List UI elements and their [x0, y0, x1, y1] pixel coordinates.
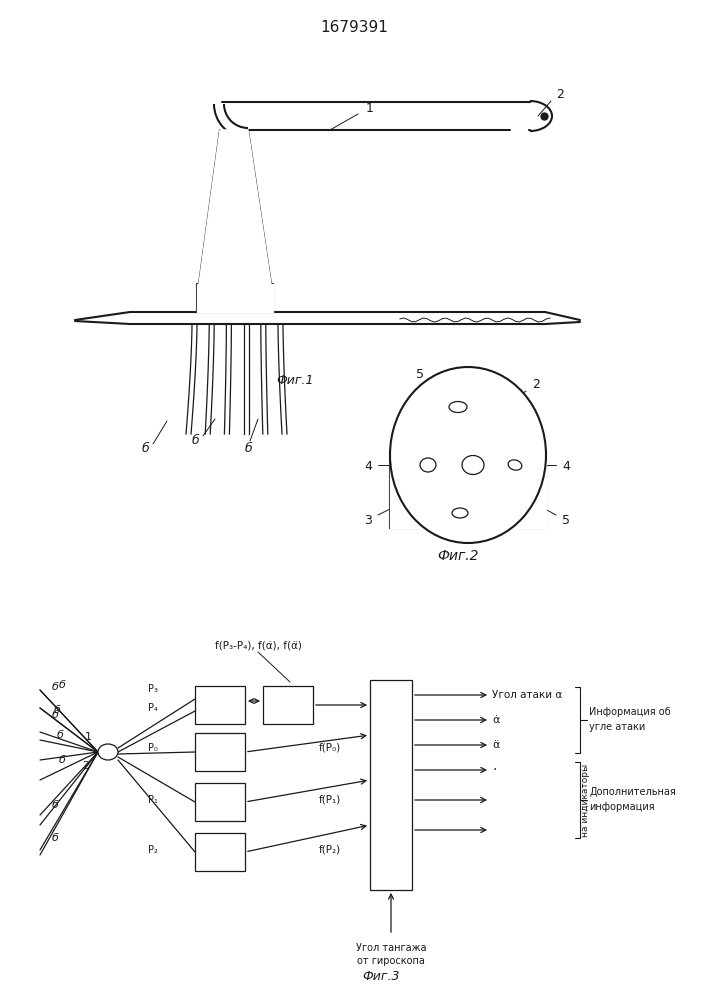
Polygon shape: [199, 130, 271, 284]
Text: P₁: P₁: [424, 461, 434, 471]
Ellipse shape: [420, 458, 436, 472]
Text: 7: 7: [216, 698, 224, 712]
Text: угле атаки: угле атаки: [589, 722, 645, 732]
Text: информация: информация: [589, 802, 655, 812]
Text: 2: 2: [532, 378, 540, 391]
Text: f(P₁): f(P₁): [319, 795, 341, 805]
Text: α̈: α̈: [492, 740, 499, 750]
Text: ·: ·: [492, 763, 496, 777]
Text: б: б: [52, 710, 59, 720]
Text: 3: 3: [364, 514, 372, 526]
Ellipse shape: [452, 508, 468, 518]
Text: б: б: [52, 833, 59, 843]
Text: P₄: P₄: [148, 703, 158, 713]
Text: 1679391: 1679391: [320, 20, 388, 35]
Text: f(P₂): f(P₂): [319, 845, 341, 855]
Text: Угол тангажа: Угол тангажа: [356, 943, 426, 953]
Text: 4: 4: [562, 460, 570, 474]
Ellipse shape: [390, 367, 546, 543]
Polygon shape: [390, 455, 546, 528]
Text: 29: 29: [383, 778, 399, 792]
Bar: [195, 686, 245, 724]
Text: 2: 2: [83, 761, 90, 771]
Text: б: б: [244, 442, 252, 456]
Text: на индикаторы: на индикаторы: [580, 763, 590, 837]
Ellipse shape: [462, 456, 484, 475]
Text: Фиг.3: Фиг.3: [362, 970, 399, 984]
Bar: [195, 733, 245, 771]
Text: Фиг.1: Фиг.1: [276, 373, 314, 386]
Text: 10: 10: [212, 846, 228, 858]
Text: P₁: P₁: [148, 795, 158, 805]
Ellipse shape: [508, 460, 522, 470]
Ellipse shape: [98, 744, 118, 760]
Text: Фиг.2: Фиг.2: [437, 549, 479, 563]
Text: P₃: P₃: [461, 404, 471, 414]
Text: P₄: P₄: [461, 517, 471, 527]
Text: от гироскопа: от гироскопа: [357, 956, 425, 966]
Text: б: б: [191, 434, 199, 448]
Text: б: б: [59, 755, 66, 765]
Text: 1: 1: [85, 732, 91, 742]
Text: Информация об: Информация об: [589, 707, 671, 717]
Ellipse shape: [449, 401, 467, 412]
Bar: [263, 686, 313, 724]
Text: 5: 5: [562, 514, 570, 526]
Text: 5: 5: [416, 368, 424, 381]
Text: P₀: P₀: [148, 743, 158, 753]
Text: P₂: P₂: [148, 845, 158, 855]
Text: 9: 9: [216, 796, 224, 808]
Text: б: б: [59, 680, 66, 690]
Text: P₃: P₃: [148, 684, 158, 694]
Text: б: б: [141, 442, 149, 456]
Text: б: б: [52, 682, 59, 692]
Text: 2: 2: [556, 89, 564, 102]
Text: Дополнительная: Дополнительная: [589, 787, 676, 797]
Text: 1: 1: [366, 102, 374, 114]
Polygon shape: [197, 284, 273, 312]
Text: Угол атаки α: Угол атаки α: [492, 690, 562, 700]
Text: б: б: [54, 705, 60, 715]
Bar: [370, 680, 412, 890]
Bar: [195, 833, 245, 871]
Text: f(P₃-P₄), f(α̇), f(α̈): f(P₃-P₄), f(α̇), f(α̈): [214, 640, 301, 650]
Text: 4: 4: [364, 460, 372, 474]
Text: 11: 11: [280, 698, 296, 712]
Text: f(P₀): f(P₀): [319, 743, 341, 753]
Text: P₀: P₀: [471, 461, 481, 471]
Text: 8: 8: [216, 746, 224, 758]
Text: α̇: α̇: [492, 715, 499, 725]
Bar: [195, 783, 245, 821]
Polygon shape: [75, 312, 580, 324]
Text: P₂: P₂: [518, 468, 528, 478]
Text: б: б: [57, 730, 64, 740]
Text: б: б: [52, 800, 59, 810]
